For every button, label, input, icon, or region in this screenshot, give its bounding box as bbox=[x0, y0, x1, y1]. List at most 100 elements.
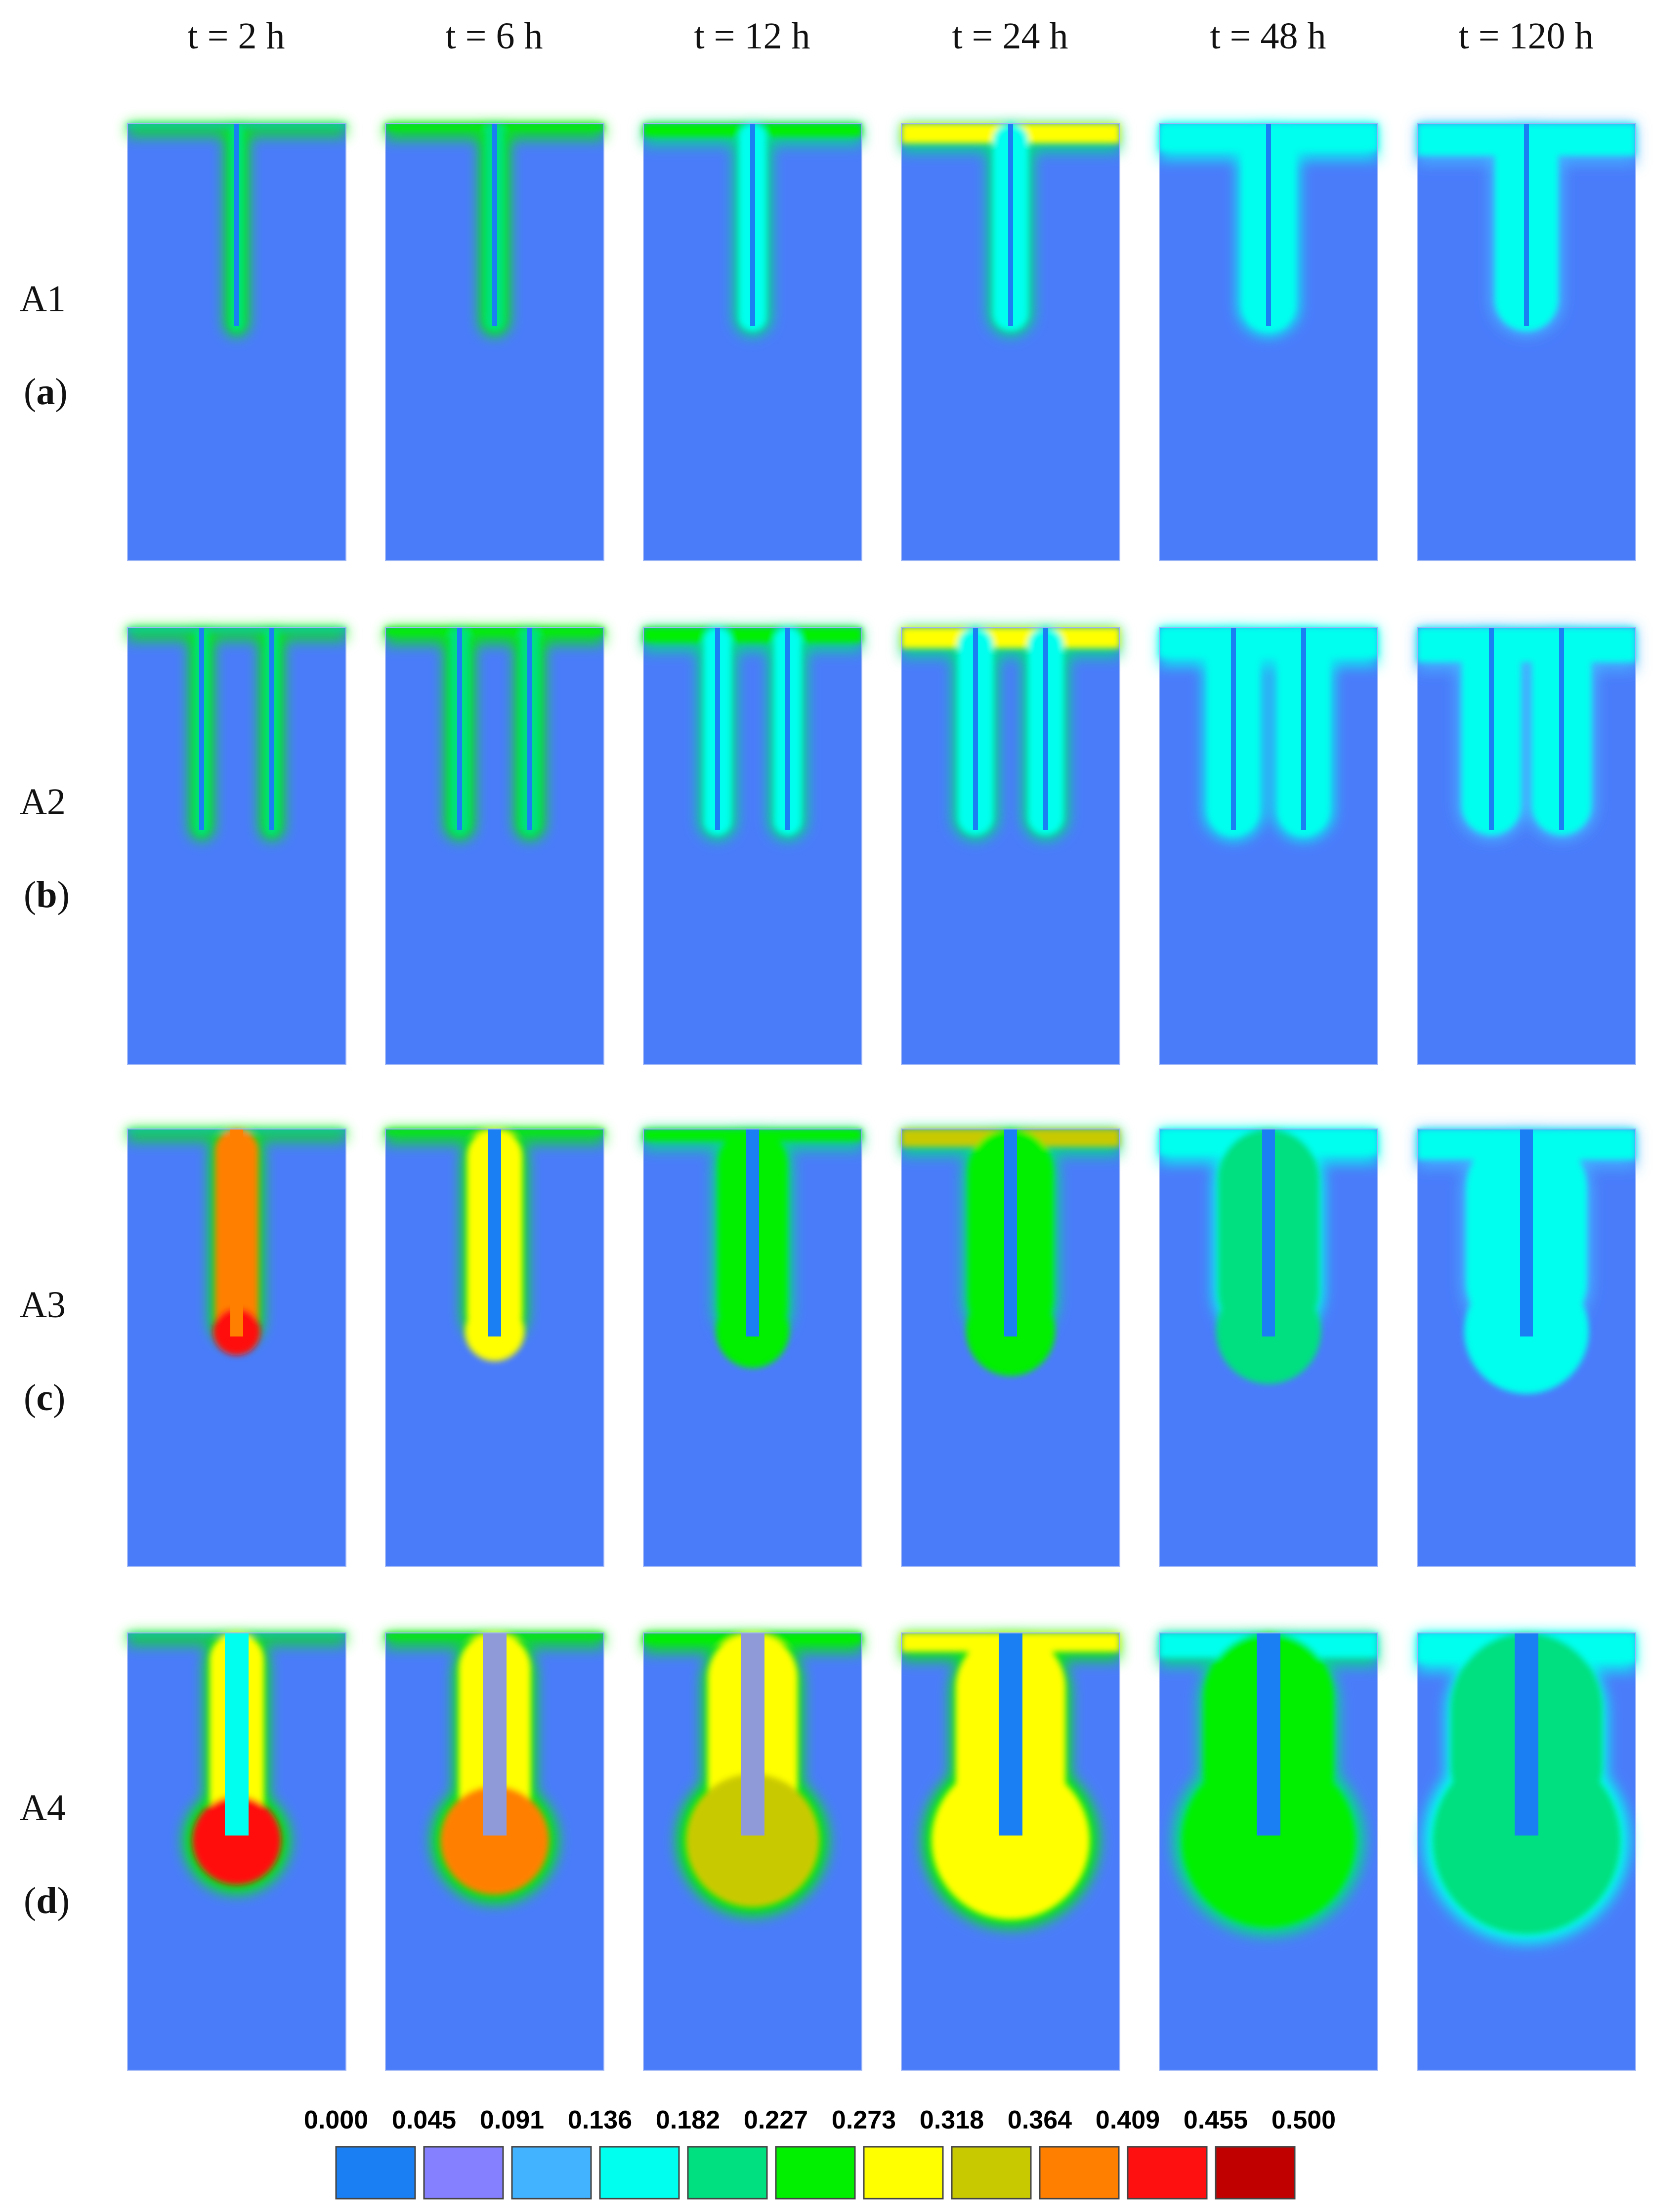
panel-border bbox=[1417, 627, 1636, 1065]
contour-panel-r1-t4 bbox=[901, 123, 1120, 561]
panel-border bbox=[385, 1128, 604, 1567]
legend-swatch-6 bbox=[863, 2146, 944, 2200]
time-label-2h: t = 2 h bbox=[188, 15, 285, 57]
row-labels: A1 (a) A2 (b) A3 (c) A4 (d) bbox=[20, 278, 70, 1921]
legend-value-11: 0.500 bbox=[1272, 2106, 1336, 2134]
legend-value-4: 0.182 bbox=[656, 2106, 720, 2134]
legend-value-9: 0.409 bbox=[1096, 2106, 1160, 2134]
rod bbox=[746, 1129, 759, 1336]
legend-value-0: 0.000 bbox=[304, 2106, 368, 2134]
legend-swatch-2 bbox=[511, 2146, 592, 2200]
row-letter-b: (b) bbox=[24, 874, 70, 916]
legend-swatch-4 bbox=[687, 2146, 768, 2200]
panel-background bbox=[1417, 627, 1636, 1065]
contour-panel-r1-t6 bbox=[1417, 123, 1636, 561]
row-letter-c: (c) bbox=[24, 1377, 65, 1419]
legend-value-8: 0.364 bbox=[1008, 2106, 1072, 2134]
rod bbox=[1043, 627, 1048, 830]
panel-border bbox=[127, 1128, 346, 1567]
legend-value-5: 0.227 bbox=[744, 2106, 808, 2134]
rod bbox=[715, 627, 720, 830]
contour-panel-r2-t4 bbox=[901, 627, 1120, 1065]
rod bbox=[492, 124, 497, 326]
panel-background bbox=[643, 627, 862, 1065]
row-letter-c-text: c bbox=[36, 1377, 53, 1419]
panel-border bbox=[1159, 627, 1378, 1065]
contour-panel-r3-t1 bbox=[127, 1128, 346, 1567]
rod bbox=[1262, 1129, 1275, 1336]
time-label-24h: t = 24 h bbox=[952, 15, 1068, 57]
rod bbox=[1559, 627, 1564, 830]
panel-border bbox=[1417, 1128, 1636, 1567]
row-label-a3: A3 bbox=[20, 1284, 66, 1326]
legend-value-10: 0.455 bbox=[1184, 2106, 1248, 2134]
rod bbox=[1266, 124, 1271, 326]
contour-panel-r1-t5 bbox=[1159, 123, 1378, 561]
panel-background bbox=[1159, 627, 1378, 1065]
rod bbox=[1515, 1633, 1538, 1836]
time-label-48h: t = 48 h bbox=[1210, 15, 1326, 57]
rod bbox=[973, 627, 978, 830]
row-letter-a: (a) bbox=[24, 371, 68, 413]
panel-background bbox=[385, 627, 604, 1065]
legend-value-3: 0.136 bbox=[568, 2106, 632, 2134]
panel-border bbox=[127, 627, 346, 1065]
rod bbox=[1489, 627, 1494, 830]
legend-value-7: 0.318 bbox=[920, 2106, 984, 2134]
panel-border bbox=[1417, 1632, 1636, 2071]
panel-border bbox=[901, 123, 1120, 561]
contour-panel-r4-t3 bbox=[643, 1632, 862, 2071]
row-letter-d: (d) bbox=[24, 1880, 70, 1921]
panel-border bbox=[385, 1632, 604, 2071]
panel-border bbox=[127, 1632, 346, 2071]
legend-swatch-7 bbox=[951, 2146, 1032, 2200]
rod bbox=[483, 1633, 507, 1836]
panel-border bbox=[1159, 1128, 1378, 1567]
rod bbox=[750, 124, 755, 326]
rod bbox=[999, 1633, 1022, 1836]
rod bbox=[225, 1633, 249, 1836]
contour-panel-r1-t3 bbox=[643, 123, 862, 561]
time-headers: t = 2 h t = 6 h t = 12 h t = 24 h t = 48… bbox=[188, 15, 1594, 57]
row-letter-a-text: a bbox=[36, 371, 55, 413]
panel-border bbox=[901, 1632, 1120, 2071]
contour-panel-r4-t6 bbox=[1417, 1632, 1636, 2071]
legend-value-6: 0.273 bbox=[832, 2106, 896, 2134]
rod bbox=[234, 124, 239, 326]
plume-core bbox=[643, 627, 862, 835]
panel-border bbox=[1159, 1632, 1378, 2071]
rod bbox=[1301, 627, 1306, 830]
legend-value-2: 0.091 bbox=[480, 2106, 544, 2134]
panel-border bbox=[1159, 123, 1378, 561]
rod bbox=[1004, 1129, 1017, 1336]
row-letter-b-text: b bbox=[36, 874, 57, 916]
panel-background bbox=[127, 627, 346, 1065]
panel-border bbox=[385, 123, 604, 561]
contour-panel-r2-t5 bbox=[1159, 627, 1378, 1065]
contour-panel-r2-t3 bbox=[643, 627, 862, 1065]
contour-panel-r2-t2 bbox=[385, 627, 604, 1065]
rod bbox=[785, 627, 790, 830]
plume-core bbox=[1159, 1633, 1378, 1927]
contour-panel-r4-t5 bbox=[1159, 1632, 1378, 2071]
contour-panel-r3-t4 bbox=[901, 1128, 1120, 1567]
contour-panel-r2-t6 bbox=[1417, 627, 1636, 1065]
rod bbox=[488, 1129, 501, 1336]
contour-panel-r2-t1 bbox=[127, 627, 346, 1065]
row-label-a4: A4 bbox=[20, 1787, 66, 1829]
panel-border bbox=[385, 627, 604, 1065]
contour-panel-grid bbox=[127, 123, 1636, 2071]
time-label-6h: t = 6 h bbox=[446, 15, 543, 57]
rod bbox=[269, 627, 274, 830]
panel-border bbox=[127, 123, 346, 561]
panel-border bbox=[1417, 123, 1636, 561]
rod bbox=[1008, 124, 1013, 326]
contour-panel-r1-t1 bbox=[127, 123, 346, 561]
legend-swatch-10 bbox=[1215, 2146, 1296, 2200]
time-label-12h: t = 12 h bbox=[694, 15, 810, 57]
rod bbox=[1520, 1129, 1533, 1336]
row-label-a2: A2 bbox=[20, 781, 66, 823]
row-letter-d-text: d bbox=[36, 1880, 57, 1921]
rod bbox=[199, 627, 204, 830]
panel-background bbox=[901, 627, 1120, 1065]
